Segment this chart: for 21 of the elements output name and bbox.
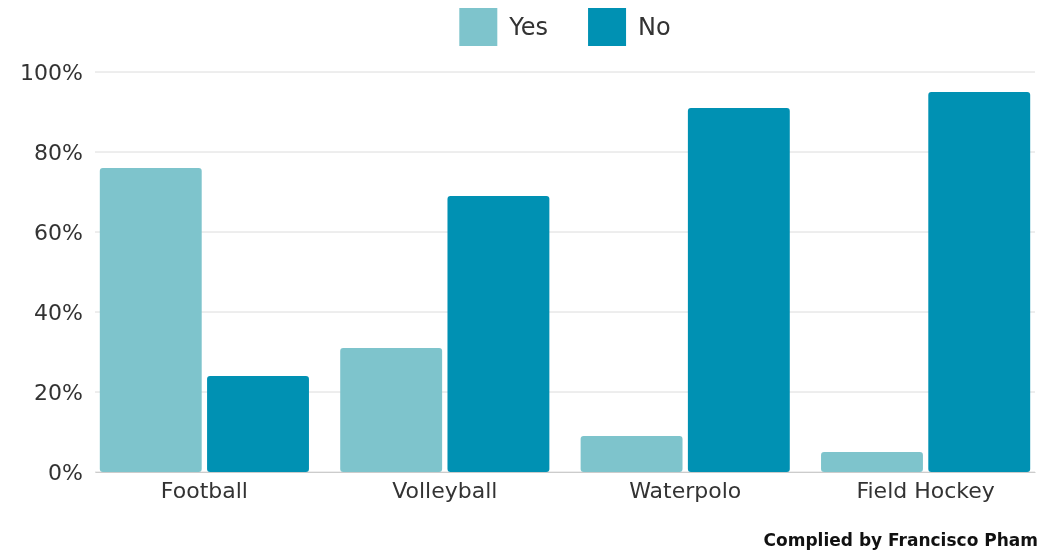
bar bbox=[207, 376, 309, 472]
x-tick-label: Waterpolo bbox=[629, 477, 742, 503]
x-tick-label: Football bbox=[160, 477, 248, 503]
bar bbox=[340, 348, 443, 472]
bar bbox=[821, 452, 923, 472]
bar bbox=[580, 436, 683, 472]
y-tick-label: 20% bbox=[34, 379, 83, 405]
legend-label: No bbox=[638, 13, 671, 41]
y-tick-label: 80% bbox=[34, 139, 83, 165]
x-tick-label: Volleyball bbox=[392, 477, 498, 503]
bar bbox=[99, 168, 202, 472]
y-tick-label: 60% bbox=[34, 219, 83, 245]
bar bbox=[447, 196, 550, 472]
legend-label: Yes bbox=[508, 13, 549, 41]
bar bbox=[928, 92, 1031, 472]
y-tick-label: 40% bbox=[34, 299, 83, 325]
x-tick-label: Field Hockey bbox=[856, 477, 995, 503]
bar bbox=[687, 108, 790, 472]
y-tick-label: 0% bbox=[48, 459, 83, 485]
text: Complied by Francisco Pham bbox=[763, 530, 1038, 550]
y-tick-label: 100% bbox=[20, 59, 83, 85]
